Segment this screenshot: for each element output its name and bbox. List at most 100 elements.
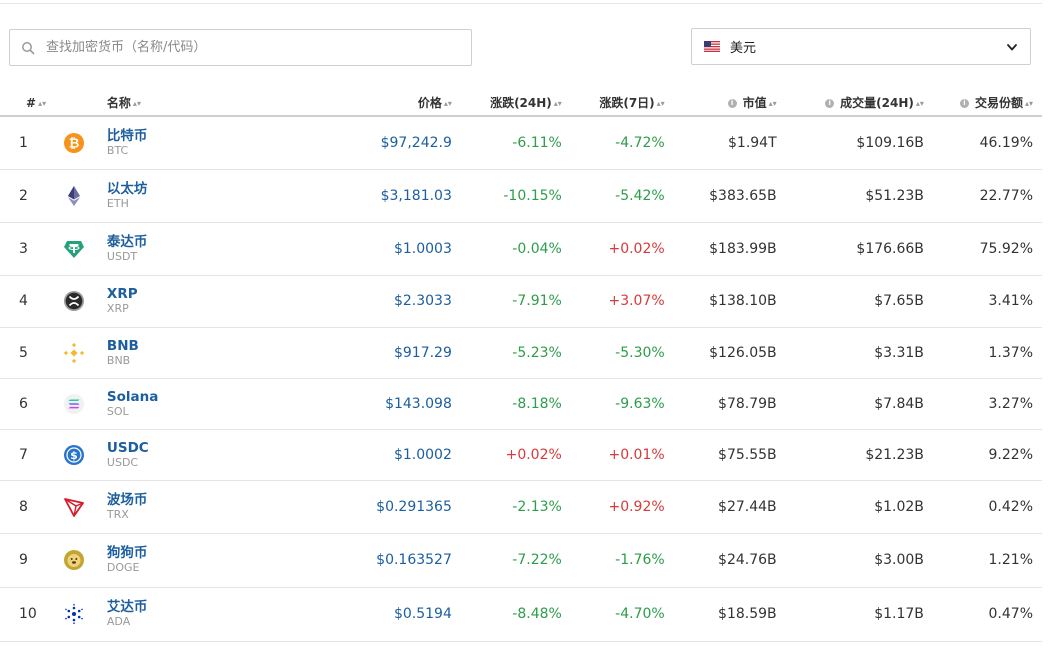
rank-value: 3	[19, 240, 28, 257]
rank-value: 9	[19, 552, 28, 568]
table-row[interactable]: 5 BNB BNB $917.29 -5.23% -5.30% $126.05B $3.31B…	[0, 327, 1042, 379]
market-cap-cell: $138.10B	[664, 275, 777, 328]
share-cell: 1.37%	[923, 327, 1042, 379]
rank-cell: 6	[0, 378, 56, 430]
volume-cell: $176.66B	[776, 222, 924, 276]
coin-symbol: XRP	[106, 302, 129, 315]
coin-name-link[interactable]: XRP	[106, 286, 138, 302]
coin-name-link[interactable]: 艾达币	[106, 599, 148, 615]
change-24h-cell: -7.91%	[451, 275, 562, 328]
table-row[interactable]: 9 狗狗币 DOGE $0.163527 -7.22% -1.76% $24.76B $3.0…	[0, 533, 1042, 588]
header-rank-label: #	[26, 95, 37, 110]
coin-symbol: ETH	[106, 196, 129, 210]
market-cap-cell: $24.76B	[664, 533, 777, 588]
table-row[interactable]: 6 Solana SOL $143.098 -8.18% -9.63% $78.79B $7.…	[0, 378, 1042, 430]
usdc-icon: $	[62, 443, 86, 467]
cardano-icon	[62, 602, 86, 626]
rank-cell: 3	[0, 222, 56, 276]
name-cell[interactable]: 泰达币 USDT	[106, 222, 277, 276]
svg-text:₿: ₿	[69, 136, 80, 151]
top-divider	[0, 3, 1042, 4]
info-icon[interactable]: i	[825, 99, 835, 108]
coin-name-link[interactable]: 比特币	[106, 127, 148, 144]
change-7d-cell: -4.70%	[561, 587, 665, 642]
header-price[interactable]: 价格 ▴▾	[276, 90, 452, 117]
name-cell[interactable]: Solana SOL	[106, 378, 277, 430]
market-cap-value: $383.65B	[709, 187, 777, 204]
table-row[interactable]: 4 XRP XRP $2.3033 -7.91% +3.07% $138.10B $7.65B…	[0, 275, 1042, 328]
header-change-24h[interactable]: 涨跌(24H) ▴▾	[451, 90, 562, 117]
price-cell: $0.291365	[276, 480, 452, 534]
change-24h-cell: -2.13%	[451, 480, 562, 534]
coin-name-link[interactable]: 以太坊	[106, 180, 148, 197]
table-row[interactable]: 7 $ USDC USDC $1.0002 +0.02% +0.01% $75.55B $21.…	[0, 429, 1042, 481]
change-24h-cell: -10.15%	[451, 169, 562, 223]
change-7d-cell: +3.07%	[561, 275, 665, 328]
header-change-7d[interactable]: 涨跌(7日) ▴▾	[561, 90, 665, 117]
change-7d-cell: +0.01%	[561, 429, 665, 481]
crypto-table: # ▴▾ 名称 ▴▾ 价格 ▴▾ 涨跌(24H) ▴▾ 涨跌(7日) ▴▾ i 市值 ▴▾ i…	[0, 90, 1042, 642]
name-cell[interactable]: 比特币 BTC	[106, 116, 277, 170]
coin-icon-cell	[55, 378, 107, 430]
coin-icon-cell	[55, 533, 107, 588]
market-cap-value: $27.44B	[718, 498, 777, 515]
volume-value: $7.84B	[874, 395, 924, 412]
name-cell[interactable]: 以太坊 ETH	[106, 169, 277, 223]
price-value: $0.163527	[376, 552, 452, 568]
dogecoin-icon	[62, 548, 86, 572]
info-icon[interactable]: i	[727, 99, 737, 108]
table-row[interactable]: 10 艾达币 ADA $0.5194 -8.48% -4.70% $18.59B $1.17B…	[0, 587, 1042, 642]
name-cell[interactable]: 波场币 TRX	[106, 480, 277, 534]
share-value: 0.42%	[988, 498, 1033, 515]
coin-name-link[interactable]: 波场币	[106, 491, 148, 508]
header-volume[interactable]: i 成交量(24H) ▴▾	[776, 90, 924, 117]
coin-name-link[interactable]: USDC	[106, 439, 149, 456]
share-value: 1.21%	[988, 552, 1033, 568]
share-value: 9.22%	[988, 446, 1033, 463]
market-cap-value: $78.79B	[718, 395, 777, 412]
change-7d-value: +3.07%	[608, 293, 665, 309]
coin-name-link[interactable]: Solana	[106, 388, 159, 405]
change-7d-cell: -1.76%	[561, 533, 665, 588]
header-share[interactable]: i 交易份额 ▴▾	[923, 90, 1042, 117]
name-cell[interactable]: BNB BNB	[106, 327, 277, 379]
table-row[interactable]: 2 以太坊 ETH $3,181.03 -10.15% -5.42% $383.65B $51…	[0, 169, 1042, 223]
coin-name-link[interactable]: 狗狗币	[106, 545, 148, 561]
table-row[interactable]: 1 ₿ 比特币 BTC $97,242.9 -6.11% -4.72% $1.94T $109.…	[0, 116, 1042, 170]
market-cap-cell: $27.44B	[664, 480, 777, 534]
rank-cell: 5	[0, 327, 56, 379]
name-cell[interactable]: XRP XRP	[106, 275, 277, 328]
price-value: $0.291365	[376, 498, 452, 515]
change-24h-value: -6.11%	[512, 134, 562, 151]
header-rank[interactable]: # ▴▾	[0, 90, 56, 117]
name-cell[interactable]: 狗狗币 DOGE	[106, 533, 277, 588]
search-input[interactable]	[44, 39, 471, 56]
change-24h-value: -7.22%	[512, 552, 562, 568]
coin-icon-cell	[55, 169, 107, 223]
table-row[interactable]: 3 泰达币 USDT $1.0003 -0.04% +0.02% $183.99B $176.…	[0, 222, 1042, 276]
header-name[interactable]: 名称 ▴▾	[106, 90, 277, 117]
info-icon[interactable]: i	[959, 99, 969, 108]
rank-cell: 2	[0, 169, 56, 223]
volume-cell: $1.17B	[776, 587, 924, 642]
search-box[interactable]	[9, 29, 472, 66]
price-value: $917.29	[393, 344, 452, 361]
name-cell[interactable]: USDC USDC	[106, 429, 277, 481]
volume-cell: $51.23B	[776, 169, 924, 223]
table-row[interactable]: 8 波场币 TRX $0.291365 -2.13% +0.92% $27.44B $1.02…	[0, 480, 1042, 534]
market-cap-value: $126.05B	[709, 344, 777, 361]
market-cap-cell: $18.59B	[664, 587, 777, 642]
header-market-cap[interactable]: i 市值 ▴▾	[664, 90, 777, 117]
coin-name-link[interactable]: 泰达币	[106, 233, 148, 250]
market-cap-value: $24.76B	[718, 552, 777, 568]
price-value: $1.0003	[393, 240, 452, 257]
price-cell: $1.0002	[276, 429, 452, 481]
coin-name-link[interactable]: BNB	[106, 337, 139, 354]
change-7d-cell: -5.30%	[561, 327, 665, 379]
xrp-icon	[62, 289, 86, 313]
change-24h-cell: -8.18%	[451, 378, 562, 430]
currency-select[interactable]: 美元	[691, 28, 1031, 65]
name-cell[interactable]: 艾达币 ADA	[106, 587, 277, 642]
share-cell: 3.27%	[923, 378, 1042, 430]
change-7d-value: -5.30%	[615, 344, 665, 361]
